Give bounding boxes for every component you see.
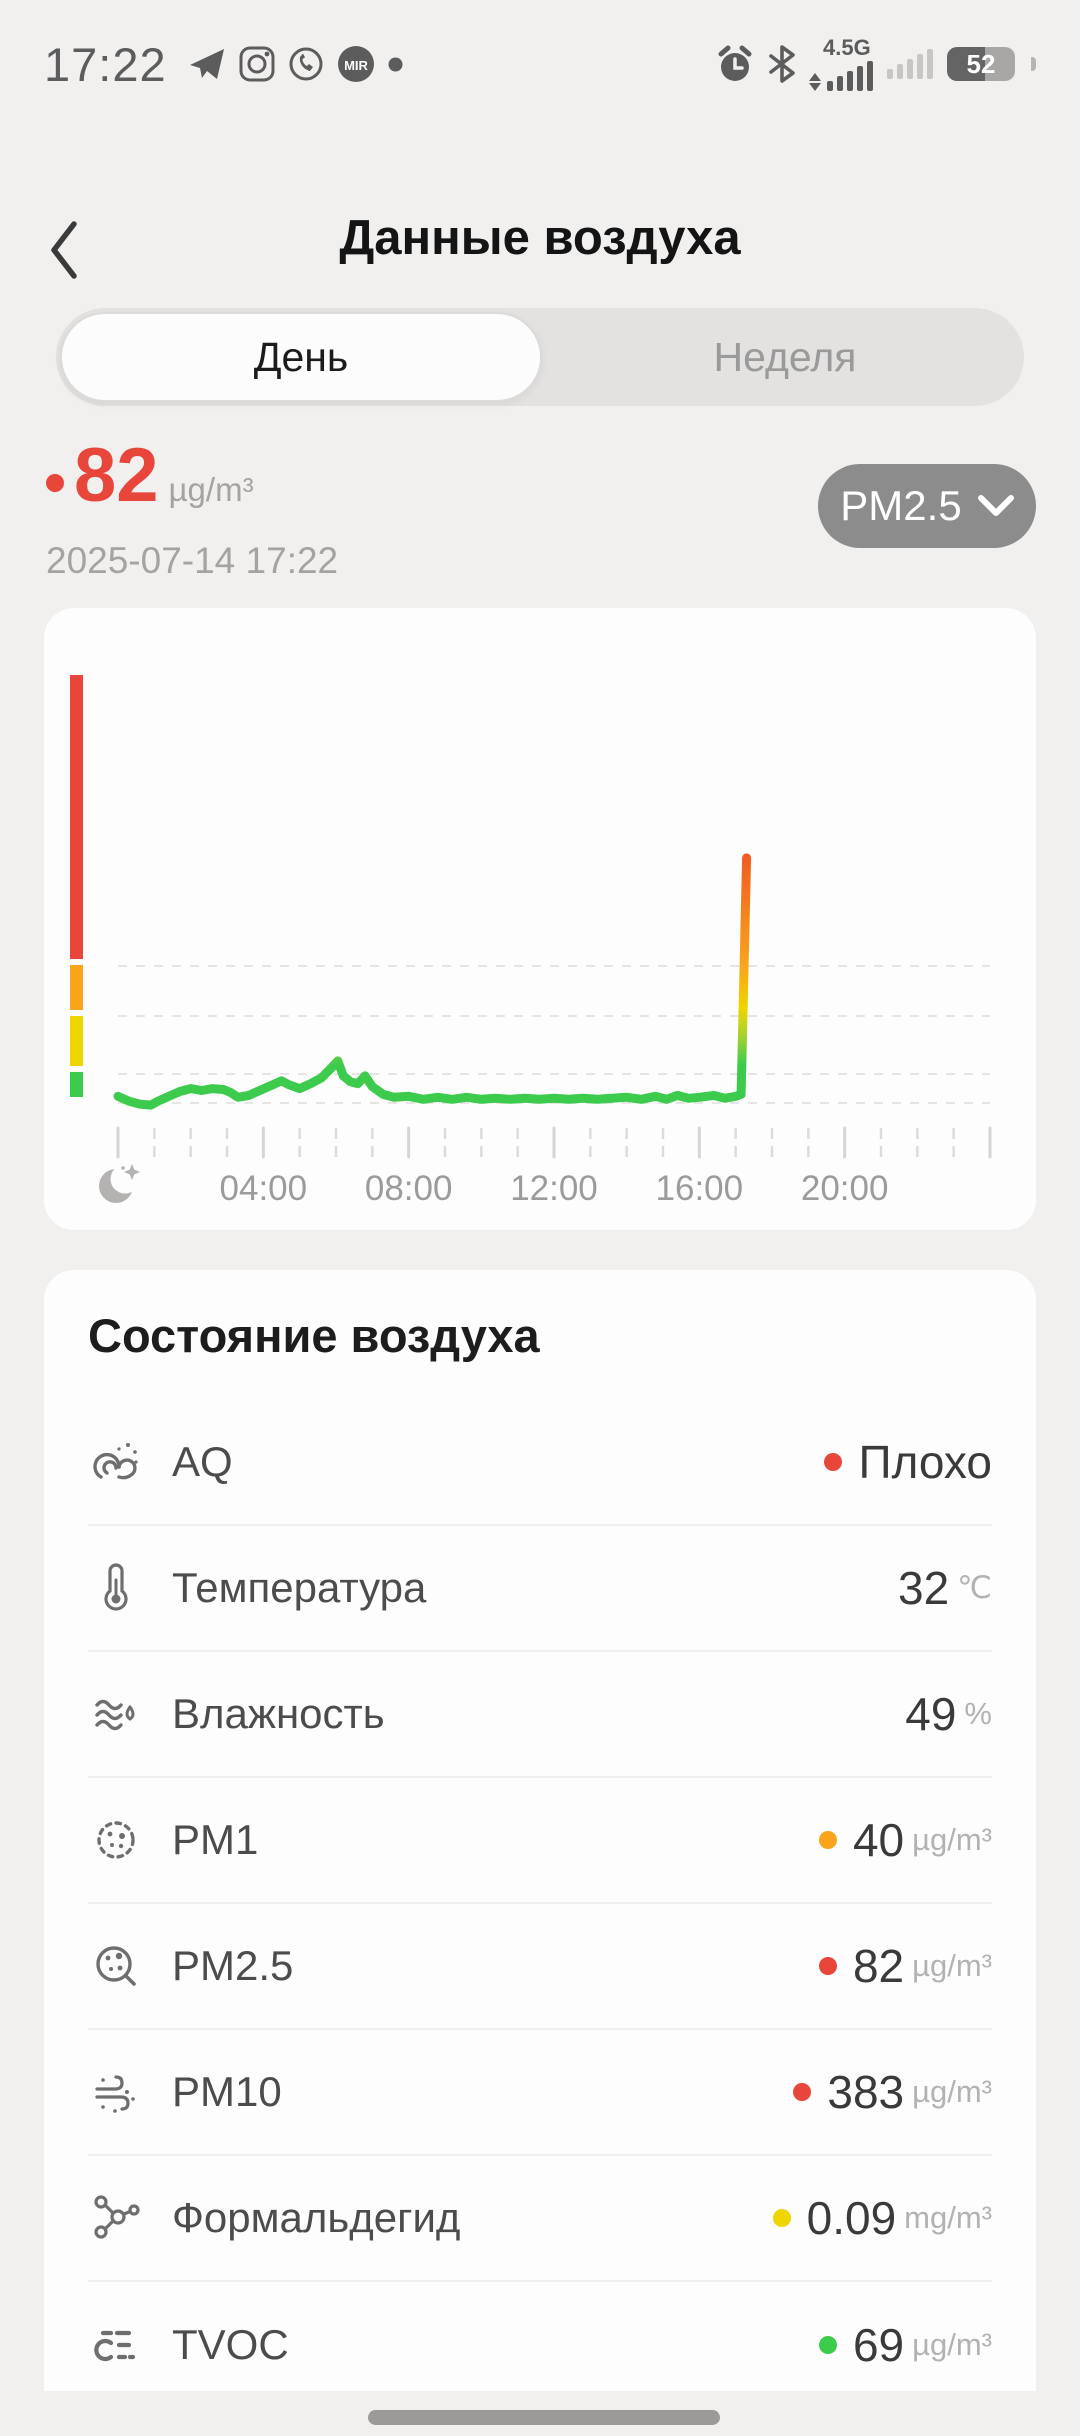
svg-text:MIR: MIR — [344, 58, 368, 73]
row-value: 40 — [852, 1814, 905, 1866]
tvoc-icon — [88, 2317, 144, 2373]
mobile-network-indicator: 4.5G — [809, 37, 873, 91]
status-bar: 17:22 MIR — [0, 22, 1080, 106]
row-label: TVOC — [172, 2321, 289, 2368]
page-header: Данные воздуха — [0, 186, 1080, 310]
alarm-icon — [715, 44, 755, 84]
reading-unit: µg/m³ — [168, 471, 254, 508]
clock-time: 17:22 — [44, 37, 167, 91]
row-unit: % — [964, 1696, 992, 1731]
level-dot — [818, 2336, 837, 2354]
row-unit: ℃ — [957, 1570, 992, 1605]
air-state-row-tvoc: TVOC 69 µg/m³ — [88, 2282, 992, 2391]
row-value: 69 — [852, 2319, 905, 2371]
row-label: PM1 — [172, 1816, 259, 1863]
battery-percent: 52 — [966, 48, 996, 79]
x-tick-label: 16:00 — [656, 1169, 744, 1208]
telegram-icon — [188, 47, 226, 81]
data-arrows-icon — [809, 73, 821, 91]
battery-indicator: 52 — [947, 47, 1015, 81]
home-indicator[interactable] — [368, 2410, 720, 2425]
pm1-icon — [88, 1812, 144, 1868]
notification-dot-icon — [388, 57, 403, 72]
row-label: Формальдегид — [172, 2194, 461, 2241]
pm10-icon — [88, 2064, 144, 2120]
back-button[interactable] — [48, 214, 112, 286]
row-value: Плохо — [858, 1436, 992, 1488]
row-unit: mg/m³ — [904, 2200, 992, 2235]
humidity-icon — [88, 1686, 144, 1742]
air-quality-icon — [88, 1434, 144, 1490]
chevron-down-icon — [977, 495, 1014, 516]
chart-card: 04:00 08:00 12:00 16:00 20:00 — [44, 608, 1036, 1230]
row-value: 82 — [852, 1940, 905, 1992]
row-unit: µg/m³ — [912, 1948, 992, 1983]
air-state-row-pm1: PM1 40 µg/m³ — [88, 1778, 992, 1904]
row-label: Влажность — [172, 1690, 385, 1737]
chevron-left-icon — [51, 221, 77, 279]
reading-timestamp: 2025-07-14 17:22 — [46, 540, 339, 581]
signal-bars-secondary-icon — [887, 49, 933, 79]
x-tick-label: 04:00 — [220, 1169, 308, 1208]
network-type-label: 4.5G — [823, 35, 871, 60]
air-state-card: Состояние воздуха AQ Плохо Температура 32 ℃ В… — [44, 1270, 1036, 2391]
level-dot — [46, 474, 64, 492]
whatsapp-icon — [288, 46, 324, 82]
row-unit: µg/m³ — [912, 1822, 992, 1857]
row-unit: µg/m³ — [912, 2074, 992, 2109]
pollutant-selector[interactable]: PM2.5 — [818, 464, 1036, 548]
row-value: 49 — [905, 1688, 957, 1740]
air-state-row-pm2-5: PM2.5 82 µg/m³ — [88, 1904, 992, 2030]
period-tabs: День Неделя — [56, 308, 1024, 406]
row-label: AQ — [172, 1438, 233, 1485]
pm25-series-line — [113, 853, 752, 1110]
level-dot — [793, 2083, 812, 2101]
row-label: PM2.5 — [172, 1942, 294, 1989]
current-reading: 82 µg/m³ 2025-07-14 17:22 PM2.5 — [46, 433, 1036, 582]
battery-tip — [1031, 57, 1036, 71]
level-dot — [772, 2209, 791, 2227]
air-state-row-pm10: PM10 383 µg/m³ — [88, 2030, 992, 2156]
pm25-day-chart: 04:00 08:00 12:00 16:00 20:00 — [70, 675, 992, 1208]
row-unit: µg/m³ — [912, 2327, 992, 2362]
row-value: 383 — [827, 2066, 905, 2118]
tab-day[interactable]: День — [60, 312, 542, 402]
pollutant-selector-label: PM2.5 — [840, 482, 962, 529]
pm25-icon — [88, 1938, 144, 1994]
formaldehyde-icon — [88, 2190, 144, 2246]
thermometer-icon — [88, 1560, 144, 1616]
x-tick-label: 20:00 — [801, 1169, 889, 1208]
mir-badge-icon: MIR — [337, 45, 375, 83]
level-dot — [818, 1831, 837, 1849]
instagram-icon — [239, 46, 275, 82]
row-label: Температура — [172, 1564, 427, 1611]
reading-value: 82 — [74, 433, 159, 518]
page-title: Данные воздуха — [339, 211, 741, 265]
moon-icon — [99, 1164, 140, 1203]
x-tick-label: 08:00 — [365, 1169, 453, 1208]
signal-bars-icon — [827, 61, 873, 91]
air-state-row--: Влажность 49% — [88, 1652, 992, 1778]
tab-week[interactable]: Неделя — [713, 333, 857, 380]
level-dot — [824, 1453, 843, 1471]
bluetooth-icon — [769, 44, 795, 84]
level-dot — [818, 1957, 837, 1975]
air-state-row-aq: AQ Плохо — [88, 1400, 992, 1526]
row-label: PM10 — [172, 2068, 282, 2115]
air-state-row--: Температура 32 ℃ — [88, 1526, 992, 1652]
x-tick-label: 12:00 — [510, 1169, 598, 1208]
section-title: Состояние воздуха — [88, 1309, 540, 1362]
air-state-row--: Формальдегид 0.09 mg/m³ — [88, 2156, 992, 2282]
row-value: 32 — [898, 1562, 950, 1614]
row-value: 0.09 — [806, 2192, 897, 2244]
air-state-list: AQ Плохо Температура 32 ℃ Влажность 49% PM1 40 µg… — [44, 1400, 1036, 2391]
